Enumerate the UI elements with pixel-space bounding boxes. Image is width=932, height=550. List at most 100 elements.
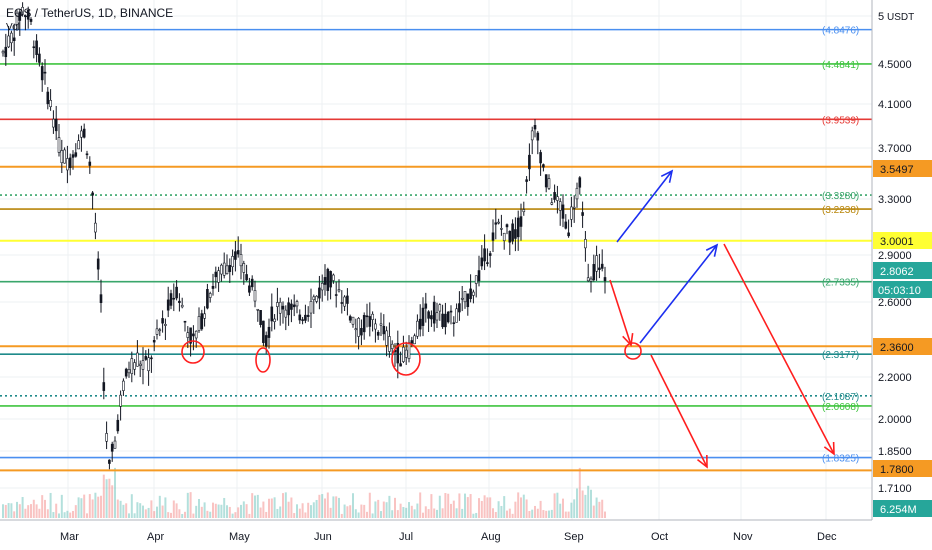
candle-body [441, 313, 444, 328]
volume-bar [363, 504, 366, 518]
candle-body [368, 316, 372, 327]
price-badge-text: 3.5497 [880, 164, 914, 176]
symbol-title[interactable]: EOS / TetherUS, 1D, BINANCE [6, 6, 174, 20]
price-axis[interactable]: USDT 5 4.5000 4.1000 3.7000 3.3000 2.900… [871, 0, 932, 520]
time-axis[interactable]: Mar Apr May Jun Jul Aug Sep Oct Nov Dec [0, 519, 932, 550]
plot-background [0, 0, 872, 520]
candle-body [236, 250, 240, 255]
volume-bar [282, 493, 284, 518]
volume-bar [354, 509, 357, 518]
candle-body [71, 154, 75, 158]
candle-body [82, 128, 86, 138]
volume-bar [310, 505, 312, 518]
candle-body [474, 275, 478, 284]
candle-body [340, 302, 344, 304]
volume-bar [394, 497, 396, 518]
candle-body [124, 368, 128, 377]
candle-body [298, 314, 302, 321]
volume-bar [531, 509, 534, 518]
candle-body [337, 289, 341, 292]
volume-bar [259, 507, 262, 518]
candle-body [444, 313, 447, 328]
candle-body [49, 100, 52, 108]
candle-body [388, 336, 391, 352]
candle-body [390, 343, 394, 349]
volume-bar [326, 492, 329, 518]
volume-bar [175, 503, 178, 518]
volume-bar [550, 509, 553, 518]
y-tick-label: 5 [878, 11, 884, 23]
candle-body [40, 66, 44, 81]
candle-body [564, 221, 568, 229]
candle-body [334, 294, 338, 296]
x-tick-label: Jul [399, 531, 413, 543]
volume-bar [436, 509, 438, 518]
annotation-arrow [609, 279, 632, 346]
volume-bar [130, 494, 133, 518]
candle-body [52, 118, 55, 128]
volume-bar [312, 502, 315, 518]
candle-body [315, 295, 318, 302]
y-tick-label: 4.1000 [878, 99, 912, 111]
annotation-circle [181, 340, 205, 364]
volume-bar [542, 510, 545, 518]
candle-body [60, 150, 64, 164]
annotation-arrow [616, 170, 673, 243]
candle-body [18, 11, 22, 21]
candle-body [567, 232, 570, 237]
candle-body [21, 6, 24, 15]
candle-body [94, 222, 97, 233]
level-label: (3.3280) [822, 191, 859, 202]
volume-bar [581, 490, 584, 518]
candle-body [228, 264, 232, 272]
volume-bar [268, 498, 270, 518]
annotation-circle [255, 347, 271, 373]
x-tick-label: Aug [481, 531, 501, 543]
candle-body [133, 362, 136, 370]
level-labels: (4.8476) (4.4841) (3.9539) (3.3280) (3.2238)… [822, 26, 859, 465]
volume-bar [128, 513, 130, 518]
candle-body [1, 51, 5, 54]
annotation-arrow [639, 244, 718, 344]
annotation-circle [624, 342, 642, 360]
volume-bar [424, 506, 427, 518]
y-tick-label: 1.8500 [878, 446, 912, 458]
candle-body [502, 232, 506, 241]
candle-body [200, 313, 204, 330]
volume-badge [873, 500, 932, 517]
candle-body [155, 328, 159, 335]
x-tick-label: Sep [564, 531, 584, 543]
volume-bar [343, 504, 346, 518]
volume-bar [251, 493, 254, 518]
candle-body [371, 313, 374, 320]
volume-bar [329, 507, 332, 518]
y-tick-label: 2.9000 [878, 250, 912, 262]
volume-bar [170, 512, 172, 518]
candle-body [54, 118, 58, 132]
candle-body [217, 270, 220, 283]
candle-body [494, 222, 498, 225]
volume-bar [396, 510, 399, 518]
price-badge-text: 2.3600 [880, 342, 914, 354]
candle-body [595, 255, 598, 272]
candle-body [416, 320, 419, 337]
candle-body [99, 294, 103, 303]
candle-body [264, 335, 268, 347]
volume-bar [46, 509, 49, 518]
volume-bar [382, 501, 385, 518]
candle-body [455, 308, 458, 323]
candle-body [600, 263, 604, 269]
volume-bar [195, 505, 198, 518]
candle-body [102, 382, 106, 391]
volume-indicator-label: Vol [6, 22, 20, 33]
price-badge-2-3600 [873, 338, 932, 355]
volume-bar [158, 495, 161, 518]
x-tick-label: Jun [314, 531, 332, 543]
volume-bar [192, 513, 195, 518]
volume-bar [296, 504, 298, 518]
volume-bar [55, 503, 58, 518]
volume-bar [408, 502, 410, 518]
volume-bar [237, 507, 240, 518]
volume-bar [223, 497, 226, 518]
